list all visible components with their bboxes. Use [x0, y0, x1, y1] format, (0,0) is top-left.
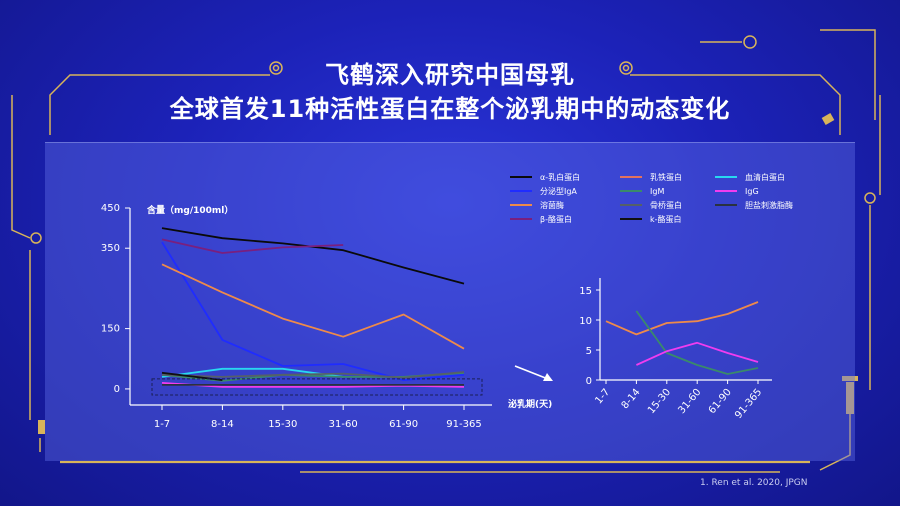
- main-series-line-3: [161, 241, 465, 381]
- legend-item: k-酪蛋白: [620, 213, 715, 225]
- legend-item: α-乳白蛋白: [510, 171, 620, 183]
- x-tick-label: 31-60: [329, 419, 358, 430]
- main-series-line-5: [161, 382, 465, 388]
- legend-swatch: [715, 190, 737, 192]
- y-tick-label: 350: [101, 243, 120, 254]
- page-title: 飞鹤深入研究中国母乳: [325, 61, 575, 89]
- main-series-line-0: [161, 227, 465, 285]
- inset-x-tick-label: 8-14: [620, 387, 643, 411]
- legend-swatch: [715, 204, 737, 206]
- inset-series-line-2: [636, 341, 759, 366]
- inset-x-tick-label: 15-30: [646, 387, 673, 416]
- inset-x-tick-label: 31-60: [676, 387, 703, 416]
- x-tick-label: 91-365: [446, 419, 481, 430]
- x-tick-label: 1-7: [154, 419, 170, 430]
- legend-item: IgM: [620, 185, 715, 197]
- legend-swatch: [510, 218, 532, 220]
- legend-label: α-乳白蛋白: [540, 172, 581, 182]
- legend-item: 骨桥蛋白: [620, 199, 715, 211]
- y-axis-label: 含量（mg/100ml）: [146, 204, 233, 216]
- inset-y-tick-label: 5: [586, 346, 592, 357]
- legend-label: IgG: [745, 186, 759, 196]
- legend-swatch: [510, 204, 532, 206]
- legend-label: 乳铁蛋白: [650, 172, 682, 182]
- x-tick-label: 61-90: [389, 419, 418, 430]
- chart-legend: α-乳白蛋白 乳铁蛋白 血清白蛋白分泌型IgA IgM IgG 溶菌酶 骨桥蛋白 胆盐刺激脂酶…: [510, 171, 810, 225]
- legend-swatch: [510, 190, 532, 192]
- legend-label: β-酪蛋白: [540, 214, 572, 224]
- inset-y-tick-label: 15: [579, 286, 592, 297]
- legend-item: 血清白蛋白: [715, 171, 810, 183]
- y-tick-label: 450: [101, 203, 120, 214]
- main-series-line-6: [161, 263, 465, 350]
- page-subtitle: 全球首发11种活性蛋白在整个泌乳期中的动态变化: [169, 95, 731, 123]
- x-axis-label: 泌乳期(天): [508, 398, 552, 410]
- legend-item: IgG: [715, 185, 810, 197]
- legend-item: 乳铁蛋白: [620, 171, 715, 183]
- zoom-arrow: [514, 365, 549, 380]
- legend-swatch: [620, 190, 642, 192]
- legend-item: 溶菌酶: [510, 199, 620, 211]
- inset-x-tick-label: 61-90: [707, 387, 734, 416]
- inset-x-tick-label: 91-365: [733, 387, 764, 421]
- reference-note: 1. Ren et al. 2020, JPGN: [700, 478, 808, 488]
- zoom-arrowhead: [543, 373, 553, 381]
- y-tick-label: 0: [114, 384, 120, 395]
- legend-swatch: [620, 176, 642, 178]
- legend-label: 骨桥蛋白: [650, 200, 682, 210]
- legend-label: 胆盐刺激脂酶: [745, 200, 793, 210]
- main-series-line-9: [161, 238, 344, 254]
- legend-label: 分泌型IgA: [540, 186, 577, 196]
- legend-swatch: [510, 176, 532, 178]
- inset-x-tick-label: 1-7: [593, 387, 612, 407]
- main-series-line-7: [161, 371, 465, 379]
- inset-series-line-1: [635, 310, 759, 375]
- legend-item: 胆盐刺激脂酶: [715, 199, 810, 211]
- legend-label: 血清白蛋白: [745, 172, 785, 182]
- y-tick-label: 150: [101, 324, 120, 335]
- legend-label: 溶菌酶: [540, 200, 564, 210]
- inset-y-tick-label: 10: [579, 316, 592, 327]
- x-tick-label: 15-30: [268, 419, 297, 430]
- chart-panel: [45, 142, 855, 461]
- inset-y-tick-label: 0: [586, 376, 592, 387]
- inset-series-line-0: [605, 301, 759, 336]
- legend-label: k-酪蛋白: [650, 214, 682, 224]
- legend-item: 分泌型IgA: [510, 185, 620, 197]
- legend-swatch: [620, 218, 642, 220]
- x-tick-label: 8-14: [211, 419, 234, 430]
- legend-label: IgM: [650, 186, 665, 196]
- main-series-line-2: [161, 367, 344, 378]
- legend-item: β-酪蛋白: [510, 213, 620, 225]
- zoom-region-box: [151, 378, 483, 396]
- legend-swatch: [620, 204, 642, 206]
- legend-swatch: [715, 176, 737, 178]
